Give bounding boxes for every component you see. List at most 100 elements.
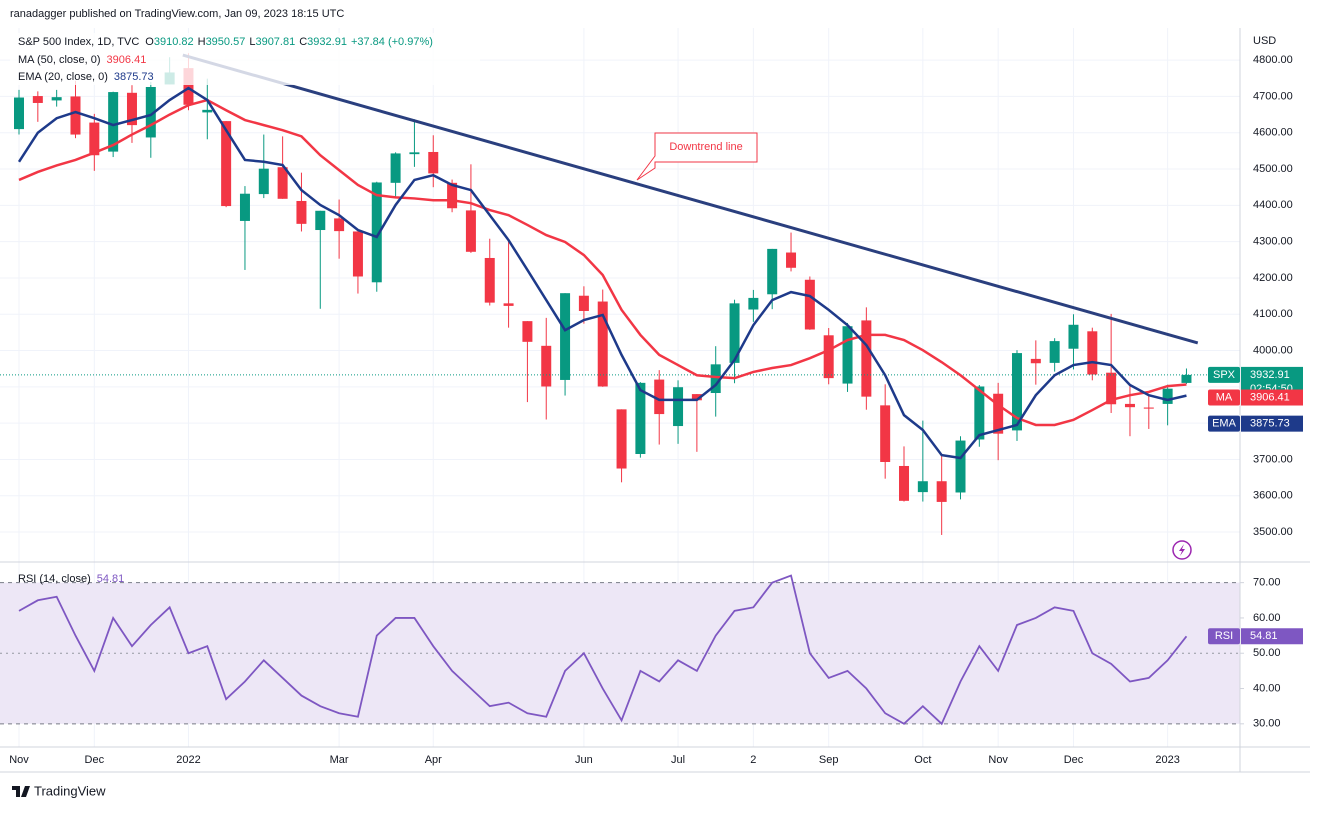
candle-body [1124, 403, 1135, 408]
rsi-line [18, 574, 1188, 726]
candle-body [842, 326, 853, 384]
candle-body [465, 210, 476, 252]
x-tick-label: Nov [9, 754, 29, 766]
trendline [182, 53, 1199, 345]
candle-body [616, 409, 627, 469]
candle-body [1181, 374, 1192, 383]
x-tick-label: Oct [914, 754, 931, 766]
overlay-tag-text: EMA [1212, 418, 1237, 430]
candle-body [70, 96, 81, 135]
axes: 3500.003600.003700.003800.003900.004000.… [9, 54, 1303, 766]
alert-icon[interactable] [1172, 540, 1192, 560]
candle-body [541, 345, 552, 387]
candle-body [1011, 353, 1022, 431]
x-tick-label: Dec [1064, 754, 1084, 766]
ohlc-label: C [299, 36, 307, 48]
candle-body [767, 248, 778, 295]
ohlc-label: L [249, 36, 255, 48]
y-tick-label: 60.00 [1253, 612, 1281, 624]
candle-body [296, 200, 307, 224]
y-tick-label: 4300.00 [1253, 236, 1293, 248]
y-tick-label: 3500.00 [1253, 526, 1293, 538]
candle-body [145, 86, 156, 138]
legend-bg [10, 33, 480, 85]
candle-body [560, 293, 571, 380]
candle-body [89, 122, 100, 156]
legend-name: MA (50, close, 0) [18, 54, 101, 66]
x-tick-label: Jul [671, 754, 685, 766]
y-tick-label: 4800.00 [1253, 54, 1293, 66]
candle-body [239, 193, 250, 221]
y-tick-label: 4100.00 [1253, 308, 1293, 320]
candle-body [917, 481, 928, 493]
overlay-value-text: 3875.73 [1250, 418, 1290, 430]
overlay-value-tag [1241, 389, 1303, 406]
ohlc-label: O [145, 36, 154, 48]
candle-body [447, 182, 458, 209]
candle-body [277, 167, 288, 199]
y-tick-label: 4200.00 [1253, 272, 1293, 284]
y-tick-label: 3700.00 [1253, 453, 1293, 465]
annotation-box [636, 132, 758, 181]
candle-body [597, 301, 608, 387]
rsi-tag-text: RSI [1215, 630, 1233, 642]
legend-overlay: MA (50, close, 0) 3906.41 [18, 54, 146, 66]
x-tick-label: Apr [425, 754, 442, 766]
legend-name: RSI (14, close) [18, 573, 91, 585]
grid [0, 28, 1240, 747]
symbol-tag-text: SPX [1213, 369, 1236, 381]
candle-body [786, 252, 797, 268]
overlay-line [17, 86, 1187, 460]
y-tick-label: 4500.00 [1253, 163, 1293, 175]
candle-body [861, 320, 872, 397]
footer-brand: TradingView [34, 783, 106, 798]
candle-body [503, 303, 514, 306]
candle-body [202, 109, 213, 113]
candle-body [993, 393, 1004, 434]
rsi-tag [1208, 628, 1240, 645]
candle-body [1030, 358, 1041, 364]
x-tick-label: Jun [575, 754, 593, 766]
ohlc-value: 3907.81 [255, 36, 295, 48]
y-tick-label: 30.00 [1253, 718, 1281, 730]
candle-body [955, 440, 966, 493]
x-tick-label: Mar [330, 754, 349, 766]
x-tick-label: Nov [988, 754, 1008, 766]
candle-body [32, 96, 43, 103]
legend-symbol: S&P 500 Index, 1D, TVC [18, 36, 139, 48]
legend-overlay: EMA (20, close, 0) 3875.73 [18, 71, 154, 83]
x-tick-label: 2022 [176, 754, 200, 766]
candle-body [221, 121, 232, 207]
candle-body [673, 387, 684, 427]
legend-value: 3875.73 [114, 71, 154, 83]
candle-body [183, 68, 194, 105]
legend-name: EMA (20, close, 0) [18, 71, 108, 83]
currency: USD [1253, 35, 1276, 47]
candle-body [14, 97, 24, 130]
ohlc-value: 3950.57 [206, 36, 246, 48]
x-tick-label: 2 [750, 754, 756, 766]
y-tick-label: 4600.00 [1253, 127, 1293, 139]
candle-body [880, 405, 891, 462]
y-tick-label: 40.00 [1253, 682, 1281, 694]
y-tick-label: 50.00 [1253, 647, 1281, 659]
legend-value: 3906.41 [107, 54, 147, 66]
candle-body [578, 295, 589, 311]
candle-body [126, 92, 137, 126]
legend: S&P 500 Index, 1D, TVC O3910.82 H3950.57 L3… [10, 33, 480, 585]
annotation-text: Downtrend line [669, 141, 742, 153]
candle-body [1162, 388, 1173, 404]
candle-body [974, 386, 985, 440]
candle-body [108, 92, 119, 152]
candle-body [710, 364, 721, 394]
plot: Downtrend line [0, 53, 1240, 726]
candle-body [691, 394, 702, 401]
candle-body [315, 210, 326, 231]
candle-body [1068, 324, 1079, 349]
overlay-tag [1208, 389, 1240, 406]
rsi-legend: RSI (14, close) 54.81 [18, 573, 124, 585]
candle-body [1049, 341, 1060, 363]
legend-value: 54.81 [97, 573, 125, 585]
overlay-value-tag [1241, 415, 1303, 432]
